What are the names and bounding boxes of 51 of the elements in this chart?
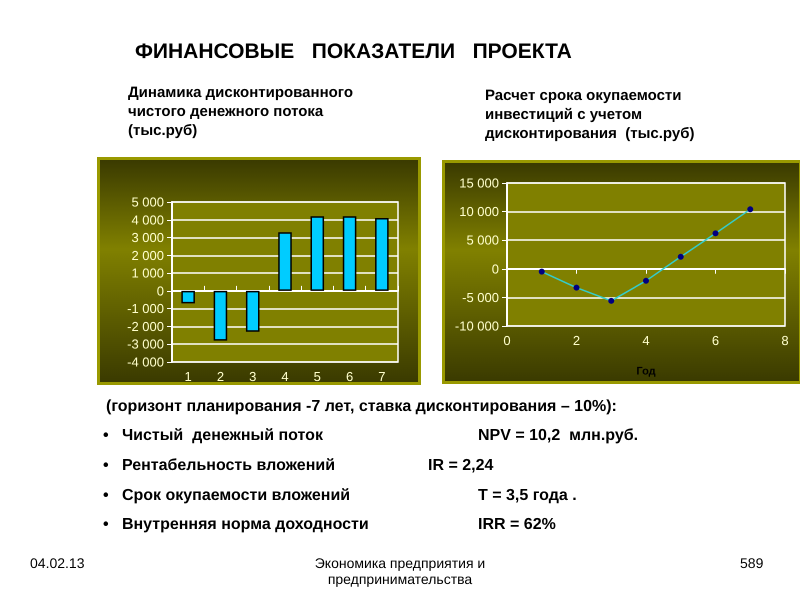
- x-tick-label: 3: [249, 369, 256, 384]
- text: • Внутренняя норма доходности: [103, 516, 369, 534]
- x-tick-label: 7: [378, 369, 386, 384]
- text: 04.02.13: [30, 555, 84, 571]
- text: IRR = 62%: [478, 516, 556, 534]
- chart-title: Динамика дисконтированного чистого денежного потока (тыс.руб): [128, 83, 354, 140]
- text: (горизонт планирования -7 лет, ставка дисконтирования – 10%):: [106, 398, 617, 416]
- x-tick-label: 5: [314, 369, 321, 384]
- text: 589: [740, 555, 764, 571]
- x-axis-title: Год: [636, 366, 656, 378]
- x-tick-label: 4: [281, 369, 289, 384]
- text: Экономика предприятия и предпринимательства: [314, 555, 486, 587]
- x-tick-label: 1: [184, 369, 192, 384]
- text: NPV = 10,2 млн.руб.: [478, 427, 638, 445]
- y-tick-label: 2 000: [131, 248, 164, 263]
- y-tick-label: -4 000: [127, 354, 164, 370]
- text: ФИНАНСОВЫЕ ПОКАЗАТЕЛИ ПРОЕКТА: [135, 40, 572, 64]
- y-tick-label: -1 000: [127, 301, 164, 316]
- bar: [375, 218, 389, 291]
- x-tick-label: 6: [712, 333, 720, 348]
- bar: [278, 232, 292, 291]
- y-tick-label: 3 000: [131, 230, 164, 246]
- bar: [214, 290, 228, 341]
- y-tick-label: -10 000: [454, 318, 499, 334]
- y-tick-label: 10 000: [459, 204, 499, 220]
- text: • Чистый денежный поток: [103, 427, 323, 445]
- x-tick-label: 2: [572, 333, 580, 348]
- chart-title: Расчет срока окупаемости инвестиций с учетом дисконтирования (тыс.руб): [485, 86, 694, 143]
- bar: [181, 290, 195, 304]
- bar: [310, 216, 324, 291]
- x-tick-label: 4: [642, 333, 650, 348]
- y-tick-label: -5 000: [462, 290, 499, 305]
- bar: [246, 290, 260, 332]
- x-tick-label: 0: [503, 333, 511, 348]
- x-tick-label: 6: [346, 369, 354, 384]
- y-tick-label: 5 000: [131, 194, 164, 210]
- text: T = 3,5 года .: [478, 487, 577, 505]
- y-tick-label: 5 000: [466, 232, 499, 248]
- text: • Рентабельность вложений: [103, 457, 336, 475]
- y-tick-label: 0: [156, 283, 164, 298]
- x-tick-label: 8: [781, 333, 789, 348]
- y-tick-label: 4 000: [131, 212, 164, 228]
- y-tick-label: 1 000: [131, 266, 164, 281]
- text: IR = 2,24: [428, 457, 494, 475]
- y-tick-label: -2 000: [127, 318, 164, 334]
- y-tick-label: -3 000: [127, 336, 164, 352]
- y-tick-label: 15 000: [459, 176, 499, 190]
- bar: [342, 216, 356, 291]
- x-tick-label: 2: [216, 369, 224, 384]
- y-tick-label: 0: [492, 261, 499, 276]
- text: • Срок окупаемости вложений: [103, 487, 350, 505]
